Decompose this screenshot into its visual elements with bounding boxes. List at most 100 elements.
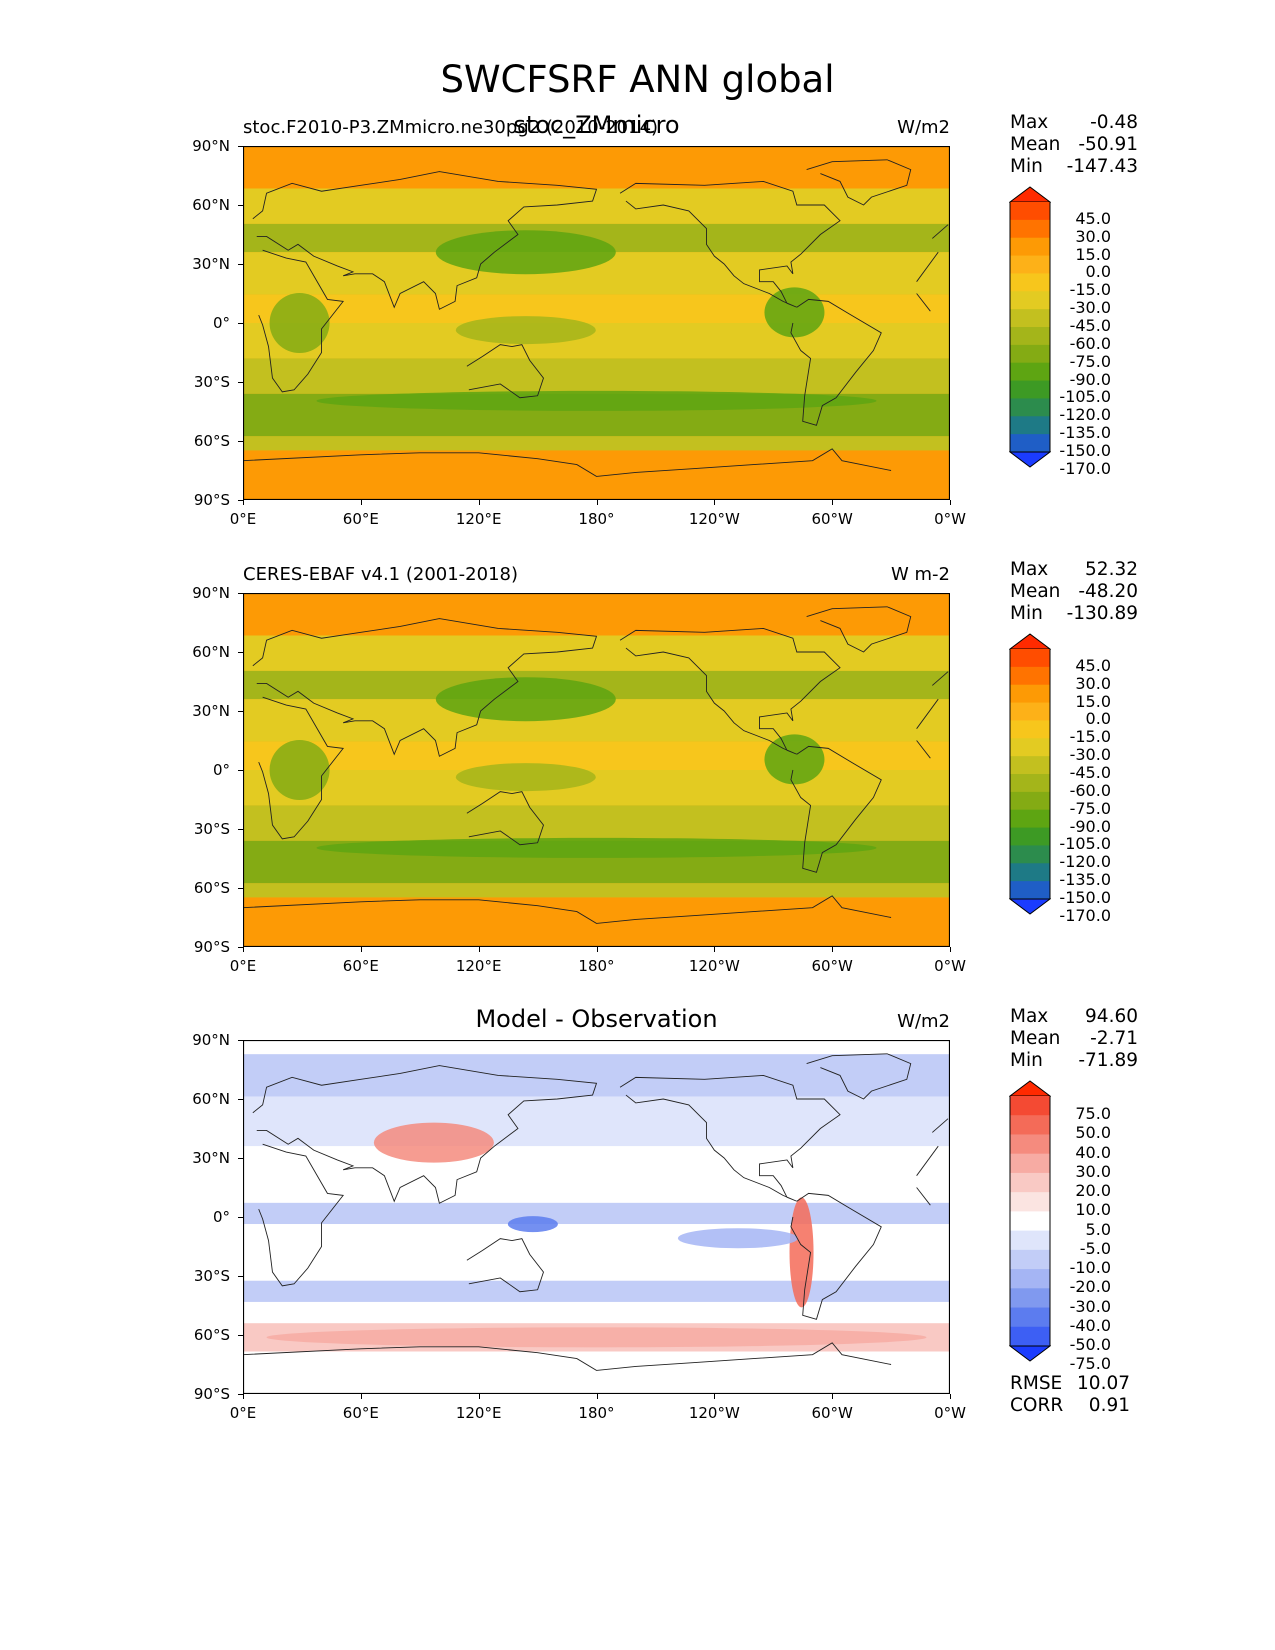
- coastline-africa: [916, 1145, 939, 1176]
- colorbar-tick-label: -60.0: [1069, 333, 1111, 353]
- latitude-tick-mark: [238, 146, 243, 147]
- longitude-tick-label: 60°E: [342, 510, 379, 528]
- coastline-namerica: [619, 180, 841, 308]
- stat-row-min: Min -130.89: [1010, 603, 1138, 625]
- field-band: [243, 1202, 950, 1225]
- coastline-antarctica: [243, 895, 892, 924]
- colorbar-tick-label: -135.0: [1059, 423, 1111, 443]
- longitude-tick-mark: [714, 500, 716, 505]
- colorbar-extend-top: [1009, 633, 1051, 650]
- field-feature: [764, 734, 825, 785]
- stat-label: Max: [1010, 112, 1049, 133]
- latitude-tick-label: 30°S: [193, 820, 230, 838]
- coastline-africa: [258, 1143, 345, 1287]
- colorbar-extend-bottom: [1009, 1345, 1051, 1362]
- field-band: [243, 883, 950, 898]
- colorbar-tick-label: 45.0: [1075, 655, 1111, 675]
- stat-label: Min: [1010, 1050, 1043, 1071]
- longitude-tick-mark: [596, 500, 598, 505]
- colorbar-tick-label: -30.0: [1069, 298, 1111, 318]
- coastline-africa: [258, 249, 345, 393]
- coastline-africa: [916, 740, 931, 759]
- latitude-tick-label: 60°S: [193, 432, 230, 450]
- colorbar-swatch: [1010, 219, 1050, 239]
- latitude-tick-label: 90°N: [192, 584, 230, 602]
- longitude-tick-mark: [832, 500, 834, 505]
- longitude-tick-mark: [714, 947, 716, 952]
- field-band: [243, 897, 950, 947]
- stat-row-mean: Mean -50.91: [1010, 134, 1138, 156]
- latitude-tick-label: 0°: [212, 314, 230, 332]
- coastline-europe_asia: [252, 618, 598, 757]
- coastline-greenland: [806, 1053, 912, 1100]
- coastline-africa: [916, 293, 931, 312]
- longitude-tick-mark: [243, 500, 244, 505]
- colorbar-swatch: [1010, 416, 1050, 435]
- coastline-namerica: [619, 1074, 841, 1202]
- longitude-tick-label: 120°W: [688, 1404, 740, 1422]
- stat-row-max: Max 52.32: [1010, 559, 1138, 581]
- colorbar-tick-label: -10.0: [1069, 1258, 1111, 1278]
- longitude-tick-mark: [832, 1394, 834, 1399]
- longitude-tick-mark: [478, 1394, 480, 1399]
- colorbar-tick-label: -170.0: [1059, 905, 1111, 925]
- colorbar-tick-label: -75.0: [1069, 798, 1111, 818]
- stat-label: Mean: [1010, 1028, 1061, 1049]
- colorbar-tick-label: 50.0: [1075, 1123, 1111, 1143]
- panel-units: W/m2: [897, 117, 950, 138]
- coastline-greenland: [806, 606, 912, 653]
- coastline-europe_asia: [252, 1065, 598, 1204]
- latitude-tick-mark: [238, 1394, 243, 1395]
- colorbar-swatch: [1010, 309, 1050, 328]
- latitude-tick-label: 30°N: [192, 702, 230, 720]
- colorbar-swatch: [1010, 273, 1050, 292]
- stat-value: -71.89: [1078, 1050, 1138, 1071]
- latitude-tick-label: 90°S: [193, 938, 230, 956]
- map-panel-1: [243, 146, 950, 500]
- longitude-tick-mark: [360, 500, 362, 505]
- stat-row-min: Min -147.43: [1010, 156, 1138, 178]
- longitude-tick-mark: [243, 947, 244, 952]
- latitude-tick-mark: [238, 1217, 243, 1218]
- colorbar-tick-label: -15.0: [1069, 727, 1111, 747]
- longitude-tick-label: 120°W: [688, 957, 740, 975]
- colorbar-swatch: [1010, 1307, 1050, 1328]
- latitude-tick-mark: [238, 500, 243, 501]
- field-band: [243, 358, 950, 394]
- longitude-tick-label: 0°E: [229, 957, 257, 975]
- colorbar-swatch: [1010, 1288, 1050, 1309]
- colorbar-tick-label: -60.0: [1069, 780, 1111, 800]
- colorbar-tick-label: 45.0: [1075, 208, 1111, 228]
- longitude-tick-label: 60°E: [342, 1404, 379, 1422]
- colorbar-swatch: [1010, 1192, 1050, 1212]
- longitude-tick-label: 120°E: [455, 957, 502, 975]
- coastline-samerica: [790, 298, 882, 426]
- field-band: [243, 1146, 950, 1203]
- colorbar-swatch: [1010, 684, 1050, 704]
- colorbar-extend-top: [1009, 186, 1051, 203]
- colorbar-extend-top: [1009, 1080, 1051, 1097]
- longitude-tick-mark: [950, 947, 951, 952]
- longitude-tick-label: 60°W: [811, 1404, 853, 1422]
- longitude-tick-mark: [596, 1394, 598, 1399]
- coastline-europe_asia: [932, 1118, 949, 1133]
- colorbar-tick-label: 40.0: [1075, 1142, 1111, 1162]
- colorbar-swatch: [1010, 666, 1050, 686]
- latitude-tick-mark: [238, 323, 243, 324]
- panel-left-title: CERES-EBAF v4.1 (2001-2018): [243, 564, 519, 585]
- colorbar-tick-label: -45.0: [1069, 316, 1111, 335]
- latitude-tick-mark: [238, 1158, 243, 1159]
- colorbar-tick-label: 15.0: [1075, 244, 1111, 264]
- longitude-tick-mark: [950, 1394, 951, 1399]
- stat-value: 52.32: [1085, 559, 1138, 580]
- map-panel-2: [243, 593, 950, 947]
- stat-label: Mean: [1010, 134, 1061, 155]
- latitude-tick-mark: [238, 264, 243, 265]
- stat-label: Max: [1010, 1006, 1049, 1027]
- colorbar-swatch: [1010, 809, 1050, 829]
- colorbar-tick-label: -15.0: [1069, 280, 1111, 300]
- colorbar-tick-label: -20.0: [1069, 1277, 1111, 1297]
- longitude-tick-mark: [478, 947, 480, 952]
- colorbar-tick-label: -30.0: [1069, 1296, 1111, 1316]
- field-band: [243, 635, 950, 671]
